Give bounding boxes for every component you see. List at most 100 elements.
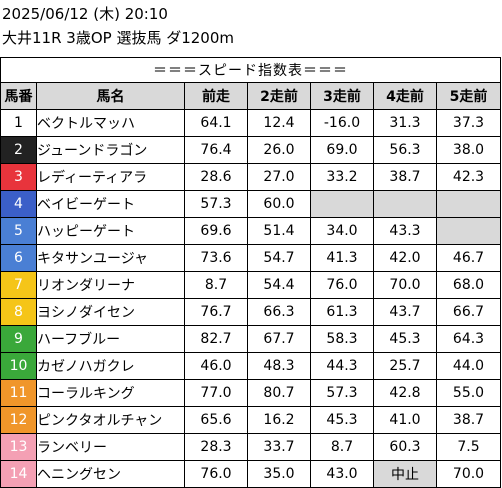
race-4-ago-index	[373, 190, 437, 218]
horse-name: カゼノハガクレ	[36, 352, 185, 380]
table-row: 4 ベイビーゲート 57.3 60.0	[0, 190, 501, 218]
race-3-ago-index: 58.3	[310, 325, 374, 353]
race-2-ago-index: 33.7	[247, 433, 311, 461]
horse-number: 14	[0, 460, 37, 488]
race-3-ago-index: 69.0	[310, 136, 374, 164]
last-race-index: 28.6	[184, 163, 248, 191]
race-2-ago-index: 51.4	[247, 217, 311, 245]
race-3-ago-index: 43.0	[310, 460, 374, 488]
race-5-ago-index: 55.0	[436, 379, 501, 407]
table-row: 14 ヘニングセン 76.0 35.0 43.0 中止 70.0	[0, 460, 501, 488]
table-row: 6 キタサンユージャ 73.6 54.7 41.3 42.0 46.7	[0, 244, 501, 272]
horse-name: コーラルキング	[36, 379, 185, 407]
table-row: 9 ハーフブルー 82.7 67.7 58.3 45.3 64.3	[0, 325, 501, 353]
race-4-ago-index: 42.0	[373, 244, 437, 272]
last-race-index: 28.3	[184, 433, 248, 461]
table-row: 2 ジューンドラゴン 76.4 26.0 69.0 56.3 38.0	[0, 136, 501, 164]
col-header-number: 馬番	[0, 82, 37, 110]
race-3-ago-index: -16.0	[310, 109, 374, 137]
col-header-3-races-ago: 3走前	[310, 82, 374, 110]
last-race-index: 76.4	[184, 136, 248, 164]
race-4-ago-index: 中止	[373, 460, 437, 488]
race-4-ago-index: 56.3	[373, 136, 437, 164]
horse-number: 9	[0, 325, 37, 353]
race-3-ago-index: 33.2	[310, 163, 374, 191]
race-3-ago-index	[310, 190, 374, 218]
horse-number: 4	[0, 190, 37, 218]
table-row: 7 リオンダリーナ 8.7 54.4 76.0 70.0 68.0	[0, 271, 501, 299]
horse-name: ハーフブルー	[36, 325, 185, 353]
horse-number: 6	[0, 244, 37, 272]
race-4-ago-index: 70.0	[373, 271, 437, 299]
horse-number: 5	[0, 217, 37, 245]
race-5-ago-index: 68.0	[436, 271, 501, 299]
last-race-index: 77.0	[184, 379, 248, 407]
race-2-ago-index: 16.2	[247, 406, 311, 434]
table-row: 5 ハッピーゲート 69.6 51.4 34.0 43.3	[0, 217, 501, 245]
race-4-ago-index: 45.3	[373, 325, 437, 353]
last-race-index: 82.7	[184, 325, 248, 353]
table-row: 10 カゼノハガクレ 46.0 48.3 44.3 25.7 44.0	[0, 352, 501, 380]
race-5-ago-index: 42.3	[436, 163, 501, 191]
last-race-index: 64.1	[184, 109, 248, 137]
race-5-ago-index: 70.0	[436, 460, 501, 488]
race-3-ago-index: 44.3	[310, 352, 374, 380]
race-3-ago-index: 8.7	[310, 433, 374, 461]
race-3-ago-index: 34.0	[310, 217, 374, 245]
horse-number: 11	[0, 379, 37, 407]
table-row: 8 ヨシノダイセン 76.7 66.3 61.3 43.7 66.7	[0, 298, 501, 326]
speed-index-table: ＝＝＝スピード指数表＝＝＝ 馬番 馬名 前走 2走前 3走前 4走前 5走前 1 ベクトルマッ…	[0, 57, 501, 488]
race-4-ago-index: 41.0	[373, 406, 437, 434]
horse-number: 12	[0, 406, 37, 434]
col-header-4-races-ago: 4走前	[373, 82, 437, 110]
horse-name: キタサンユージャ	[36, 244, 185, 272]
horse-number: 10	[0, 352, 37, 380]
race-2-ago-index: 27.0	[247, 163, 311, 191]
race-2-ago-index: 80.7	[247, 379, 311, 407]
race-2-ago-index: 26.0	[247, 136, 311, 164]
horse-name: リオンダリーナ	[36, 271, 185, 299]
race-4-ago-index: 31.3	[373, 109, 437, 137]
col-header-2-races-ago: 2走前	[247, 82, 311, 110]
horse-name: レディーティアラ	[36, 163, 185, 191]
race-2-ago-index: 54.4	[247, 271, 311, 299]
horse-number: 2	[0, 136, 37, 164]
last-race-index: 69.6	[184, 217, 248, 245]
race-5-ago-index: 44.0	[436, 352, 501, 380]
race-5-ago-index: 66.7	[436, 298, 501, 326]
race-2-ago-index: 48.3	[247, 352, 311, 380]
col-header-last-race: 前走	[184, 82, 248, 110]
race-4-ago-index: 43.3	[373, 217, 437, 245]
race-2-ago-index: 12.4	[247, 109, 311, 137]
race-3-ago-index: 76.0	[310, 271, 374, 299]
race-5-ago-index	[436, 217, 501, 245]
table-row: 1 ベクトルマッハ 64.1 12.4 -16.0 31.3 37.3	[0, 109, 501, 137]
last-race-index: 76.0	[184, 460, 248, 488]
horse-name: ハッピーゲート	[36, 217, 185, 245]
horse-number: 3	[0, 163, 37, 191]
race-2-ago-index: 54.7	[247, 244, 311, 272]
race-4-ago-index: 42.8	[373, 379, 437, 407]
race-5-ago-index: 38.7	[436, 406, 501, 434]
race-3-ago-index: 57.3	[310, 379, 374, 407]
race-3-ago-index: 45.3	[310, 406, 374, 434]
race-4-ago-index: 25.7	[373, 352, 437, 380]
race-5-ago-index: 46.7	[436, 244, 501, 272]
race-2-ago-index: 60.0	[247, 190, 311, 218]
last-race-index: 65.6	[184, 406, 248, 434]
horse-number: 7	[0, 271, 37, 299]
last-race-index: 76.7	[184, 298, 248, 326]
horse-name: ヨシノダイセン	[36, 298, 185, 326]
race-datetime: 2025/06/12 (木) 20:10	[2, 5, 168, 23]
table-row: 13 ランベリー 28.3 33.7 8.7 60.3 7.5	[0, 433, 501, 461]
race-info: 大井11R 3歳OP 選抜馬 ダ1200m	[2, 29, 234, 47]
horse-name: ベイビーゲート	[36, 190, 185, 218]
race-5-ago-index: 64.3	[436, 325, 501, 353]
race-3-ago-index: 61.3	[310, 298, 374, 326]
last-race-index: 8.7	[184, 271, 248, 299]
horse-number: 8	[0, 298, 37, 326]
horse-name: ベクトルマッハ	[36, 109, 185, 137]
horse-name: ランベリー	[36, 433, 185, 461]
table-row: 12 ピンクタオルチャン 65.6 16.2 45.3 41.0 38.7	[0, 406, 501, 434]
